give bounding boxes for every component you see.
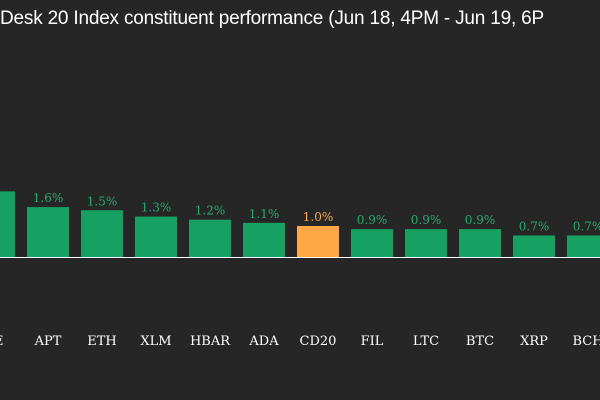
data-label-ltc: 0.9% [411,213,442,227]
bar-xlm [135,216,177,258]
x-tick-label-apt: APT [34,334,62,349]
bar-xrp [513,235,555,258]
data-label-ada: 1.1% [249,207,280,221]
x-tick-label-xrp: XRP [520,334,548,349]
bar-eth [81,210,123,258]
x-tick-label-ada: ADA [248,334,279,349]
data-label-btc: 0.9% [465,213,496,227]
x-tick-label-bch: BCH [572,334,600,349]
data-label-cd20: 1.0% [303,210,334,224]
data-label-fil: 0.9% [357,213,388,227]
x-tick-label-btc: BTC [466,334,494,349]
bar-fil [351,229,393,258]
bar-hbar [189,219,231,258]
bar-ada [243,222,285,258]
bar-ve [0,191,15,258]
x-tick-label-eth: ETH [87,334,117,349]
x-tick-label-cd20: CD20 [300,334,337,349]
bar-ltc [405,229,447,258]
bar-cd20 [297,226,339,258]
x-tick-label-fil: FIL [361,334,384,349]
x-tick-label-hbar: HBAR [190,334,231,349]
bar-apt [27,207,69,258]
chart-title: Desk 20 Index constituent performance (J… [0,8,544,29]
x-tick-label-ve: VE [0,334,3,349]
x-tick-label-xlm: XLM [140,334,171,349]
data-label-xrp: 0.7% [519,219,550,233]
bar-bch [567,235,600,258]
data-label-xlm: 1.3% [141,201,172,215]
data-label-hbar: 1.2% [195,204,226,218]
bar-btc [459,229,501,258]
data-label-apt: 1.6% [33,191,64,205]
data-label-eth: 1.5% [87,194,118,208]
data-label-bch: 0.7% [573,219,600,233]
x-tick-label-ltc: LTC [413,334,439,349]
